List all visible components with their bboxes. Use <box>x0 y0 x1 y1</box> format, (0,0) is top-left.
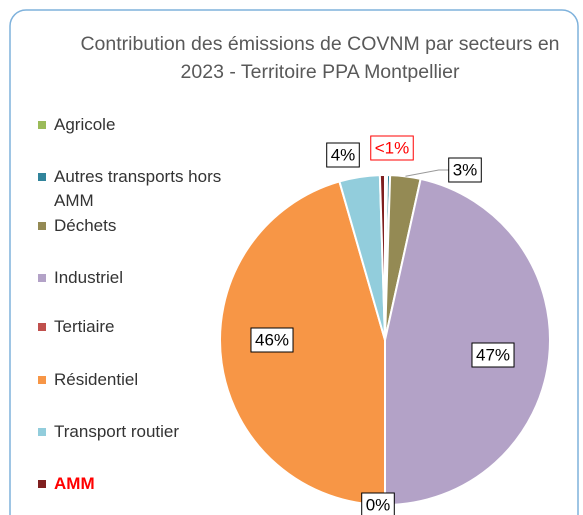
legend-label: Déchets <box>54 216 117 235</box>
data-label-group: <1% <box>370 135 414 161</box>
data-label-box <box>471 342 515 368</box>
pie-slice <box>219 180 386 507</box>
pie-slice <box>384 177 551 507</box>
legend-item: Transport routier <box>38 420 229 444</box>
legend-swatch <box>38 121 46 129</box>
legend-swatch <box>38 222 46 230</box>
data-label-box <box>250 327 294 353</box>
data-label: <1% <box>375 138 410 157</box>
data-label-group: 3% <box>448 157 482 183</box>
leader-line <box>405 169 449 177</box>
chart-title: Contribution des émissions de COVNM par … <box>80 33 560 83</box>
legend-item: AMM <box>38 472 229 496</box>
data-label: 4% <box>331 145 356 164</box>
legend-swatch <box>38 480 46 488</box>
legend-item: Autres transports hors AMM <box>38 165 229 213</box>
legend-item: Déchets <box>38 214 229 238</box>
legend-label: Autres transports hors AMM <box>54 167 222 210</box>
data-label-box <box>370 135 414 161</box>
legend-label: Agricole <box>54 115 116 134</box>
data-label: 46% <box>255 330 289 349</box>
legend-label: AMM <box>54 474 95 493</box>
legend-swatch <box>38 323 46 331</box>
legend-label: Tertiaire <box>54 317 115 336</box>
legend-item: Agricole <box>38 113 229 137</box>
legend-swatch <box>38 274 46 282</box>
legend-swatch <box>38 376 46 384</box>
legend-label: Industriel <box>54 268 123 287</box>
data-label: 0% <box>366 495 391 514</box>
data-label-box <box>326 142 360 168</box>
legend-swatch <box>38 428 46 436</box>
legend-swatch <box>38 173 46 181</box>
data-label-group: 47% <box>471 342 515 368</box>
data-label-group: 46% <box>250 327 294 353</box>
pie-slice <box>378 173 386 341</box>
legend-label: Résidentiel <box>54 370 139 389</box>
legend-label: Transport routier <box>54 422 180 441</box>
data-label-box <box>448 157 482 183</box>
data-label: 47% <box>476 345 510 364</box>
data-label-group: 0% <box>361 492 395 515</box>
legend-item: Industriel <box>38 266 229 290</box>
data-label-group: 4% <box>326 142 360 168</box>
legend-item: Résidentiel <box>38 368 229 392</box>
legend-item: Tertiaire <box>38 315 229 339</box>
data-label: 3% <box>453 160 478 179</box>
data-label-box <box>361 492 395 515</box>
